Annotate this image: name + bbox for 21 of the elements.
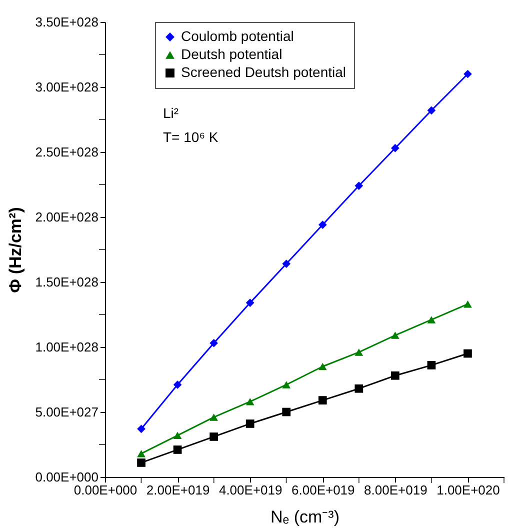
- x-tick-label: 8.00E+019: [364, 482, 428, 498]
- legend-label: Coulomb potential: [181, 28, 294, 44]
- y-axis-title: Φ (Hz/cm²): [6, 207, 26, 293]
- x-tick-label: 1.00E+020: [436, 482, 500, 498]
- legend-label: Screened Deutsh potential: [181, 64, 346, 80]
- y-tick-label: 2.00E+028: [35, 210, 98, 224]
- y-tick-label: 3.50E+028: [35, 14, 98, 30]
- annotation: T= 10⁶ K: [163, 129, 219, 145]
- x-tick-label: 4.00E+019: [218, 482, 282, 498]
- y-tick-label: 1.00E+028: [35, 340, 98, 354]
- y-tick-label: 1.50E+028: [35, 274, 98, 290]
- legend-label: Deutsh potential: [181, 46, 282, 62]
- x-axis-title: Nₑ (cm⁻³): [270, 508, 340, 526]
- x-tick-label: 6.00E+019: [292, 482, 355, 498]
- x-tick-label: 2.00E+019: [146, 482, 210, 498]
- y-tick-label: 3.00E+028: [35, 80, 98, 94]
- y-tick-label: 2.50E+028: [35, 144, 98, 160]
- y-tick-label: 0.00E+000: [35, 470, 98, 484]
- x-tick-label: 0.00E+000: [74, 482, 138, 498]
- annotation: Li²: [163, 105, 179, 121]
- y-tick-label: 5.00E+027: [35, 404, 98, 420]
